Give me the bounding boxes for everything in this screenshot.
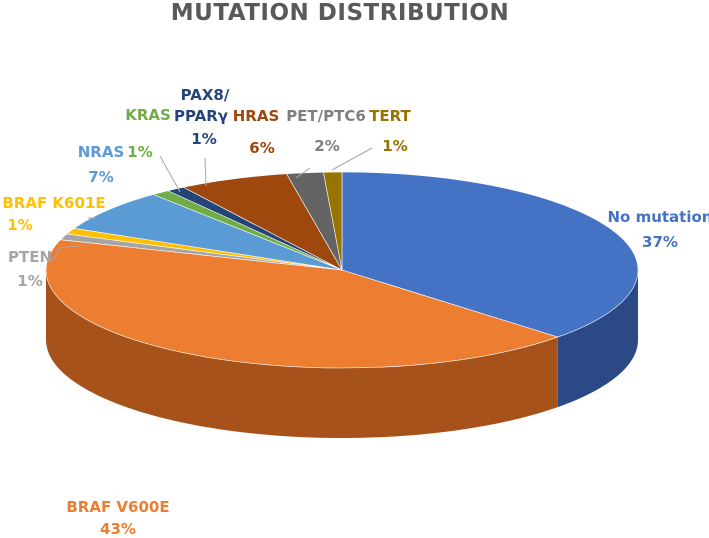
- leader-line-pet: [295, 167, 311, 179]
- label-braf-v600e-name: BRAF V600E: [66, 498, 169, 516]
- pie-slice-nras: [73, 194, 343, 271]
- pie-top-group: [45, 171, 639, 369]
- label-nras-name: NRAS: [78, 143, 125, 161]
- label-pten-pct: 1%: [17, 272, 42, 290]
- label-no-mutation-pct: 37%: [642, 233, 678, 251]
- pie-slice-braf-v600e: [45, 239, 559, 369]
- leader-line-pten: [51, 244, 87, 263]
- label-hras-name: HRAS: [233, 107, 280, 125]
- label-pax8-line2: PPARγ: [174, 107, 228, 125]
- label-no-mutation-name: No mutation: [608, 208, 709, 226]
- leader-line-tert: [331, 147, 373, 171]
- label-tert-name: TERT: [369, 107, 411, 125]
- label-braf-k601e-name: BRAF K601E: [2, 194, 105, 212]
- label-pten-name: PTEN: [8, 248, 52, 266]
- label-pet-pct: 2%: [314, 137, 339, 155]
- leader-lines: [51, 147, 373, 263]
- label-hras-pct: 6%: [249, 139, 274, 157]
- label-tert-pct: 1%: [382, 137, 407, 155]
- leader-line-kras: [159, 155, 181, 193]
- label-pet-name: PET/PTC6: [286, 107, 366, 125]
- leader-line-pax8: [204, 157, 207, 187]
- label-kras-name: KRAS: [125, 106, 171, 124]
- chart-title: MUTATION DISTRIBUTION: [171, 0, 509, 26]
- label-braf-v600e-pct: 43%: [100, 520, 136, 538]
- label-braf-k601e-pct: 1%: [7, 216, 32, 234]
- pie-side-braf-v600e: [46, 270, 558, 438]
- label-kras-pct-near-nras: 1%: [127, 143, 152, 161]
- label-pax8-pct: 1%: [191, 130, 216, 148]
- pie-side-no-mutation: [557, 270, 638, 408]
- label-nras-pct: 7%: [88, 168, 113, 186]
- pie-side-group: [46, 270, 638, 438]
- label-pax8-line1: PAX8/: [181, 86, 230, 104]
- pie-slice-tert: [323, 171, 343, 271]
- pie-slice-no-mutation: [341, 171, 639, 338]
